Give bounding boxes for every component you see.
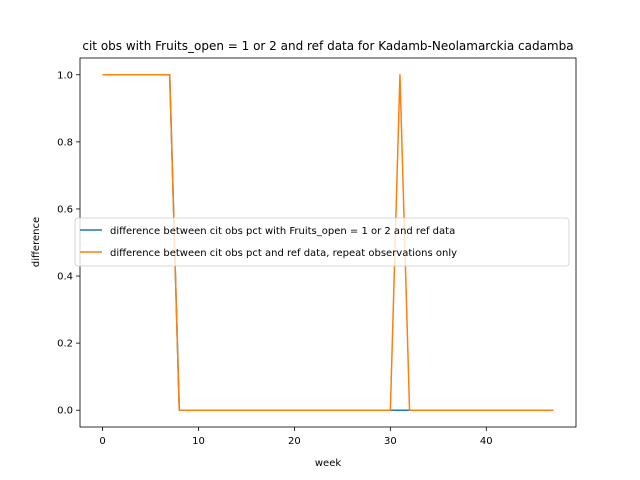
- x-tick-label: 40: [480, 436, 493, 447]
- legend: difference between cit obs pct with Frui…: [74, 217, 570, 267]
- x-axis-label: week: [315, 458, 341, 469]
- legend-label-series-1: difference between cit obs pct with Frui…: [110, 226, 455, 237]
- legend-label-series-2: difference between cit obs pct and ref d…: [110, 248, 457, 259]
- x-tick-label: 30: [384, 436, 397, 447]
- y-tick-label: 0.4: [57, 272, 73, 283]
- x-tick-label: 20: [288, 436, 301, 447]
- y-tick-label: 0.6: [57, 204, 73, 215]
- series-line-2: [102, 74, 554, 411]
- y-axis-label: difference: [31, 217, 42, 267]
- y-tick-label: 0.2: [57, 339, 73, 350]
- y-tick-label: 0.0: [57, 406, 73, 417]
- x-tick-label: 0: [99, 436, 105, 447]
- chart-title: cit obs with Fruits_open = 1 or 2 and re…: [82, 39, 573, 53]
- legend-box: [74, 217, 570, 267]
- x-tick-label: 10: [192, 436, 205, 447]
- x-axis-ticks: 0 10 20 30 40: [99, 427, 493, 447]
- y-tick-label: 1.0: [57, 70, 73, 81]
- y-axis-ticks: 0.0 0.2 0.4 0.6 0.8 1.0: [57, 70, 80, 417]
- series-layer: [102, 74, 554, 411]
- y-tick-label: 0.8: [57, 137, 73, 148]
